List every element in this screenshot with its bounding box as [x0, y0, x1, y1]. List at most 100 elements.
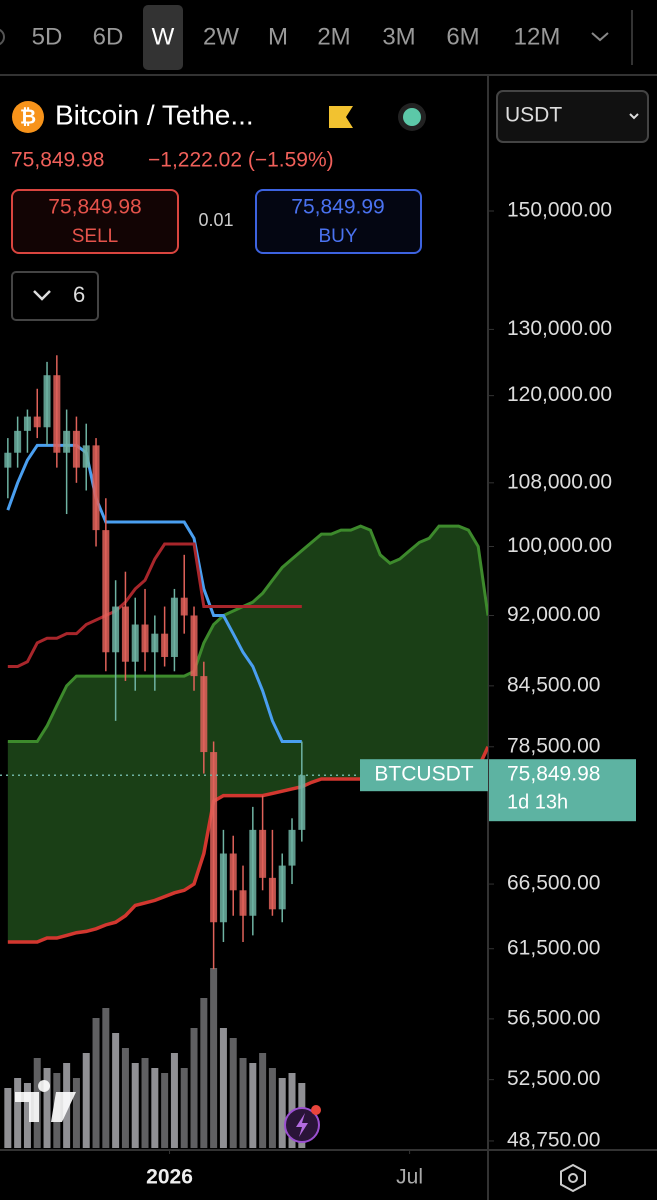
y-tick-label: 48,750.00 [507, 1129, 600, 1152]
y-tick-label: 108,000.00 [507, 470, 612, 493]
volume-bar [161, 1073, 169, 1148]
buy-price[interactable]: 75,849.99 [291, 196, 384, 219]
volume-bar [82, 1053, 90, 1148]
candle-body [92, 445, 100, 531]
cloud-upper [7, 524, 488, 744]
candle-body [23, 416, 31, 431]
plot [0, 355, 488, 1148]
status-dot [403, 108, 421, 126]
volume-bar [72, 1078, 80, 1148]
settings[interactable] [560, 1163, 586, 1193]
chevron [629, 113, 639, 120]
selected-interval[interactable] [143, 5, 183, 70]
volume-bar [102, 1008, 110, 1148]
volume-bar [268, 1068, 276, 1148]
volume-bar [14, 1078, 22, 1148]
chevron [33, 290, 51, 301]
price-axis: 150,000.00 130,000.00 120,000.00 108,000.00… [146, 199, 612, 1189]
candle-body [112, 606, 120, 653]
volume-bar [151, 1068, 159, 1148]
candle-body [239, 890, 247, 916]
volume-bar [4, 1088, 12, 1148]
interval[interactable]: 6D [93, 23, 124, 50]
candle-body [102, 530, 110, 653]
interval[interactable]: 5D [32, 23, 63, 50]
candle-body [170, 597, 178, 657]
candle-body [14, 430, 22, 453]
interval[interactable]: 6M [446, 23, 479, 50]
candle-body [180, 597, 188, 616]
y-tick-label: 56,500.00 [507, 1006, 600, 1029]
volume-bar [278, 1078, 286, 1148]
settings-icon[interactable] [560, 1163, 586, 1193]
symbol-tag [360, 759, 488, 792]
volume-bar [112, 1033, 120, 1148]
buy-label[interactable]: BUY [318, 226, 357, 247]
logo [15, 1080, 76, 1122]
more-intervals[interactable] [591, 32, 609, 42]
candle-body [161, 633, 169, 657]
interval[interactable]: W [152, 23, 175, 50]
interval[interactable]: 2M [317, 23, 350, 50]
indicators-toggle[interactable] [11, 271, 99, 321]
candle-body [141, 624, 149, 653]
candle-body [210, 752, 218, 923]
indicator-line [7, 542, 302, 668]
volume-bar [141, 1058, 149, 1148]
y-tick-label: 61,500.00 [507, 936, 600, 959]
interval[interactable]: M [268, 23, 288, 50]
volume-bar [210, 968, 218, 1148]
volume-bar [23, 1083, 31, 1148]
volume-bar [92, 1018, 100, 1148]
volume-bar [180, 1068, 188, 1148]
y-tick-label: 66,500.00 [507, 872, 600, 895]
volume-bar [259, 1053, 267, 1148]
indicator-count[interactable]: 6 [73, 282, 85, 307]
price-change: −1,222.02 (−1.59%) [148, 149, 334, 172]
interval[interactable]: 2W [203, 23, 239, 50]
sell-price[interactable]: 75,849.98 [48, 196, 141, 219]
candle-body [190, 615, 198, 677]
cloud-area [7, 526, 488, 943]
candle-body [259, 829, 267, 878]
currency[interactable]: USDT [505, 104, 562, 127]
price-tag [489, 759, 636, 822]
y-tick-label: 52,500.00 [507, 1067, 600, 1090]
volume-bar [229, 1038, 237, 1148]
flag[interactable] [329, 106, 353, 128]
coin-glyph: ₿ [20, 106, 36, 128]
y-tick-label: 130,000.00 [507, 317, 612, 340]
volume-bar [170, 1053, 178, 1148]
candle-body [4, 452, 12, 468]
candle-body [72, 430, 80, 468]
candle-body [131, 624, 139, 662]
bolt [296, 1113, 308, 1137]
interval[interactable]: 3M [382, 23, 415, 50]
candle-body [53, 375, 61, 453]
buy-button[interactable] [255, 189, 422, 254]
interval[interactable]: 12M [514, 23, 561, 50]
candle-body [82, 445, 90, 468]
volume-bar [43, 1068, 51, 1148]
symbol-tag-label: BTCUSDT [374, 763, 473, 786]
candle-body [249, 829, 257, 916]
candle-body [151, 633, 159, 653]
currency-select[interactable] [496, 90, 649, 143]
price-tag-value: 75,849.98 [507, 763, 600, 786]
candle-body [298, 775, 306, 830]
volume-bar [131, 1063, 139, 1148]
candle-body [229, 853, 237, 891]
y-tick-label: 78,500.00 [507, 734, 600, 757]
sell-button[interactable] [11, 189, 179, 254]
y-tick-label: 150,000.00 [507, 199, 612, 222]
volume-bar [200, 998, 208, 1148]
settings-hole [568, 1173, 578, 1183]
y-tick-label: 84,500.00 [507, 673, 600, 696]
candle-body [121, 606, 129, 662]
candle-body [63, 430, 71, 453]
symbol[interactable]: Bitcoin / Tethe... [55, 99, 254, 130]
sell-label[interactable]: SELL [72, 226, 118, 247]
volume-bar [121, 1048, 129, 1148]
toolbar: 5D 6D W 2W M 2M 3M 6M 12M [0, 5, 657, 76]
candle-body [200, 676, 208, 753]
